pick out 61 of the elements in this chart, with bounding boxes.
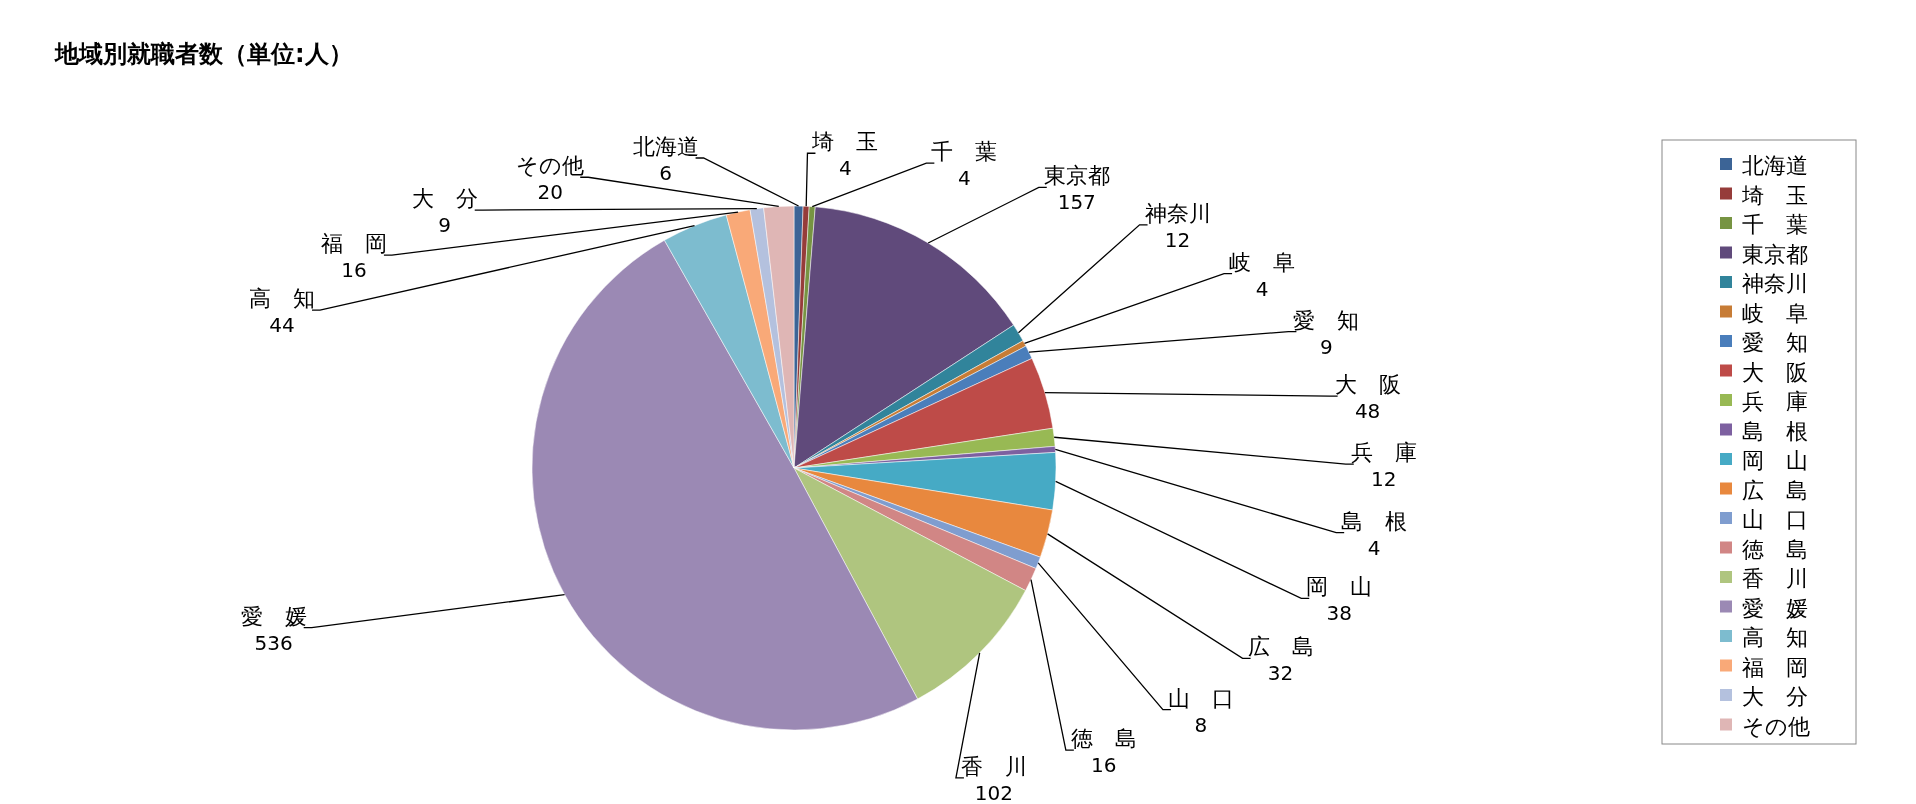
data-label: 32 [1267, 661, 1294, 686]
slice-label: その他 [516, 153, 585, 179]
legend-label: 神奈川 [1742, 271, 1808, 296]
legend-label: 愛 知 [1742, 330, 1808, 355]
data-label: 9 [438, 213, 452, 238]
slice-label: 岐 阜 [1229, 249, 1296, 275]
legend-label: 島 根 [1742, 418, 1808, 444]
data-label: 44 [269, 313, 295, 338]
slice-label: 香 川 [960, 753, 1027, 779]
data-label: 16 [341, 258, 367, 283]
legend-label: その他 [1742, 713, 1810, 739]
slice-label: 岡 山 [1306, 574, 1373, 600]
legend-label: 大 分 [1742, 684, 1808, 709]
slice-label: 愛 知 [1293, 307, 1360, 333]
data-label: 157 [1057, 190, 1096, 215]
data-label: 4 [957, 166, 971, 191]
legend-label: 埼 玉 [1741, 182, 1808, 208]
data-label: 102 [974, 780, 1014, 804]
legend-label: 高 知 [1742, 625, 1808, 650]
slice-label: 大 分 [411, 186, 478, 212]
slice-label: 山 口 [1167, 685, 1234, 711]
slice-label: 愛 媛 [240, 603, 307, 629]
legend-label: 岐 阜 [1742, 300, 1808, 326]
legend-label: 大 阪 [1742, 359, 1808, 385]
slice-label: 神奈川 [1144, 200, 1211, 226]
slice-label: 東京都 [1043, 163, 1110, 189]
data-label: 12 [1371, 467, 1397, 492]
slice-label: 島 根 [1341, 508, 1408, 534]
data-label: 9 [1320, 334, 1333, 359]
data-label: 8 [1194, 712, 1208, 737]
legend-label: 東京都 [1742, 241, 1808, 267]
data-label: 20 [537, 180, 563, 205]
data-label: 48 [1354, 399, 1381, 424]
data-label: 4 [1255, 276, 1269, 301]
chart-title: 地域別就職者数（単位:人） [54, 40, 353, 68]
data-label: 536 [254, 630, 293, 655]
slice-label: 北海道 [632, 133, 699, 159]
slice-label: 兵 庫 [1350, 440, 1417, 466]
legend-label: 千 葉 [1742, 212, 1808, 237]
legend-label: 岡 山 [1742, 448, 1808, 473]
data-label: 16 [1091, 753, 1117, 778]
data-label: 12 [1164, 227, 1191, 252]
slice-label: 大 阪 [1334, 372, 1401, 398]
legend-label: 愛 媛 [1742, 595, 1808, 621]
slice-label: 埼 玉 [811, 129, 879, 155]
slice-label: 福 岡 [320, 231, 387, 257]
legend-label: 香 川 [1742, 566, 1808, 591]
legend-label: 北海道 [1742, 153, 1808, 178]
data-label: 4 [839, 156, 852, 181]
legend-label: 山 口 [1742, 507, 1808, 532]
legend-label: 広 島 [1742, 477, 1808, 503]
legend-label: 徳 島 [1742, 536, 1808, 562]
data-label: 4 [1367, 535, 1381, 560]
slice-label: 徳 島 [1070, 726, 1137, 752]
slice-label: 千 葉 [931, 139, 998, 165]
slice-label: 広 島 [1247, 634, 1314, 660]
data-label: 6 [659, 160, 672, 185]
data-label: 38 [1326, 601, 1352, 626]
legend-label: 兵 庫 [1742, 389, 1808, 414]
slice-label: 高 知 [249, 286, 315, 312]
legend-label: 福 岡 [1742, 654, 1808, 680]
